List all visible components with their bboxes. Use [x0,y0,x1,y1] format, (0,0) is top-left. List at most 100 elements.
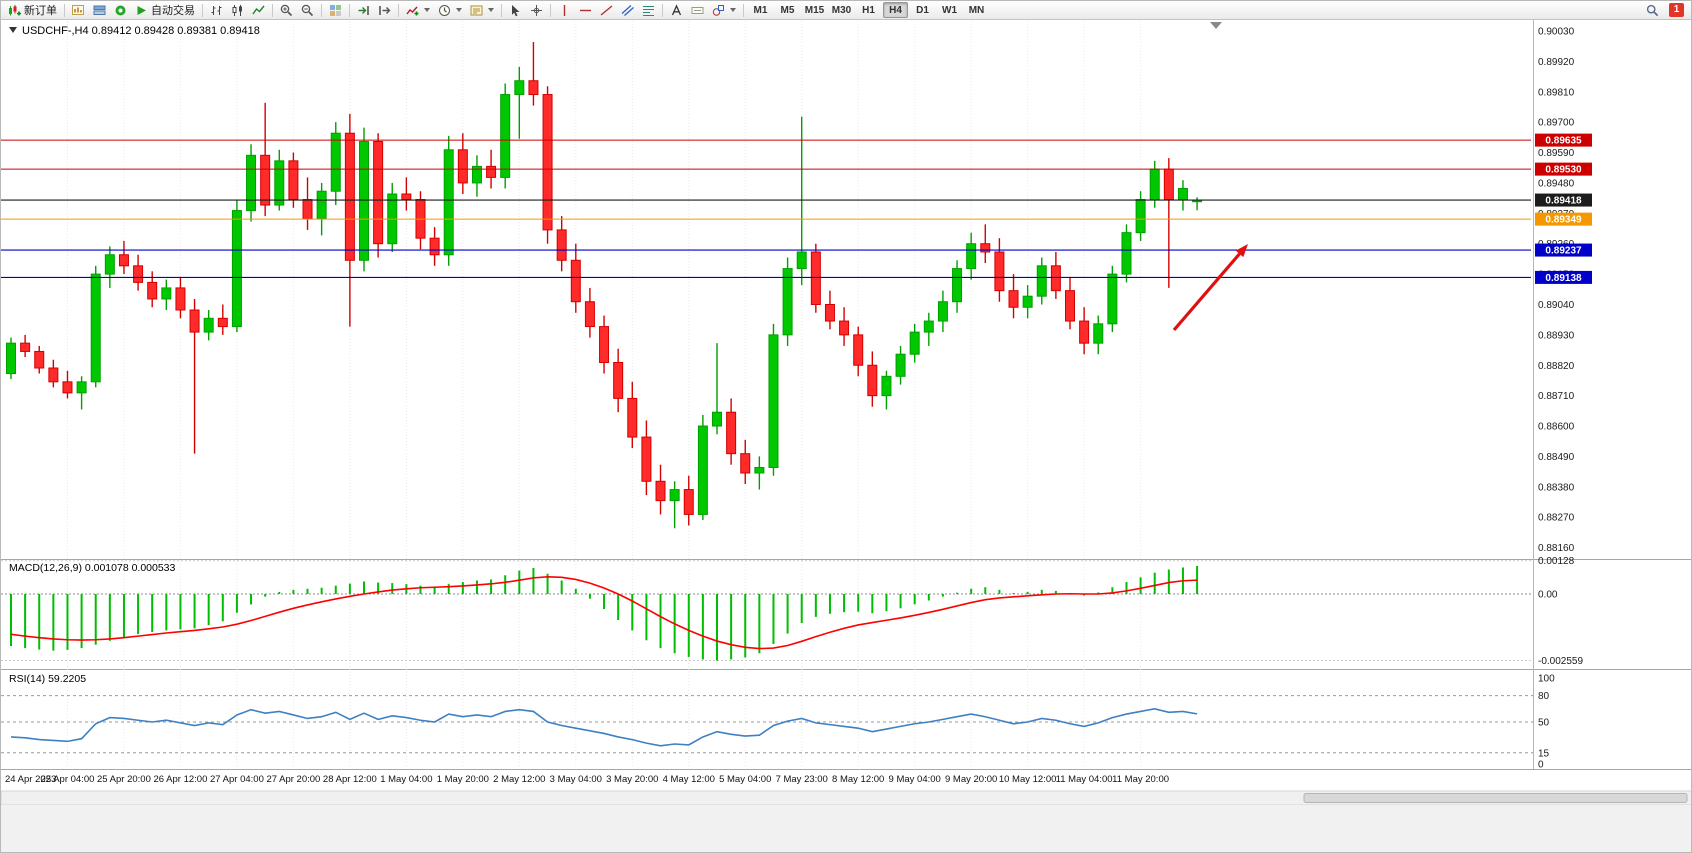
timeframe-button-h1[interactable]: H1 [856,2,881,18]
zoom-out-button[interactable] [297,2,318,19]
crosshair-icon [531,4,542,16]
line-chart-button[interactable] [248,2,269,19]
horizontal-level-lines[interactable] [1,139,1531,278]
auto-scroll-button[interactable] [353,2,374,19]
price-tag [1535,243,1592,257]
svg-text:0.89237: 0.89237 [1545,246,1582,257]
bars-chart-button[interactable] [206,2,227,19]
tile-windows-button[interactable] [325,2,346,19]
svg-text:0.89418: 0.89418 [1545,196,1582,207]
svg-text:9 May 04:00: 9 May 04:00 [889,774,941,785]
trend-arrow[interactable] [1172,244,1248,332]
indicators-button[interactable] [402,2,434,19]
toolbar-separator [272,3,273,17]
search-button[interactable] [1642,2,1663,19]
main-toolbar: 新订单 自动交易 [1,1,1691,20]
svg-text:0.00128: 0.00128 [1538,556,1575,567]
svg-text:10 May 12:00: 10 May 12:00 [999,774,1057,785]
toolbar-separator [202,3,203,17]
timeframe-button-m1[interactable]: M1 [748,2,773,18]
chart-shift-button[interactable] [374,2,395,19]
channel-button[interactable] [617,2,638,19]
text-tool-icon [671,3,682,15]
timeframe-button-w1[interactable]: W1 [937,2,962,18]
horizontal-line-button[interactable] [575,2,596,19]
svg-text:0.89480: 0.89480 [1538,178,1575,189]
svg-text:1 May 04:00: 1 May 04:00 [380,774,432,785]
svg-text:0.89530: 0.89530 [1545,165,1582,176]
svg-text:28 Apr 12:00: 28 Apr 12:00 [323,774,377,785]
svg-text:5 May 04:00: 5 May 04:00 [719,774,771,785]
templates-button[interactable] [466,2,498,19]
fibonacci-button[interactable] [638,2,659,19]
svg-text:0.89138: 0.89138 [1545,273,1582,284]
shapes-button[interactable] [708,2,740,19]
price-tag [1535,212,1592,226]
price-tag [1535,193,1592,207]
svg-text:4 May 12:00: 4 May 12:00 [663,774,715,785]
vertical-line-button[interactable] [554,2,575,19]
community-button[interactable] [110,2,131,19]
timeframe-button-h4[interactable]: H4 [883,2,908,18]
svg-text:15: 15 [1538,748,1550,759]
bars-chart-icon [211,5,222,15]
timeframe-button-mn[interactable]: MN [964,2,989,18]
svg-text:0.88600: 0.88600 [1538,422,1575,433]
cursor-arrow-icon [512,4,520,16]
toolbar-separator [321,3,322,17]
autotrading-button[interactable]: 自动交易 [131,2,199,19]
timeframe-button-m5[interactable]: M5 [775,2,800,18]
timeframe-button-m30[interactable]: M30 [829,2,854,18]
chart-title: USDCHF-,H4 0.89412 0.89428 0.89381 0.894… [9,25,260,37]
candlestick-chart-icon [232,4,242,16]
crosshair-button[interactable] [526,2,547,19]
profiles-button[interactable] [89,2,110,19]
svg-text:50: 50 [1538,718,1550,729]
text-button[interactable] [666,2,687,19]
trendline-button[interactable] [596,2,617,19]
bottom-scrollbar [1,790,1691,852]
new-chart-button[interactable] [68,2,89,19]
new-order-button[interactable]: 新订单 [4,2,61,19]
community-icon [115,5,126,15]
notification-badge[interactable]: 1 [1669,3,1684,17]
text-label-icon [691,6,704,14]
new-chart-icon [72,4,84,15]
chart-frame [1,20,1691,852]
timeframe-button-m15[interactable]: M15 [802,2,827,18]
toolbar-separator [349,3,350,17]
periods-button[interactable] [434,2,466,19]
toolbar-right-group: 1 [1642,2,1688,19]
toolbar-separator [64,3,65,17]
svg-text:0.89635: 0.89635 [1545,136,1582,147]
text-label-button[interactable] [687,2,708,19]
svg-text:0.89349: 0.89349 [1545,215,1582,226]
svg-text:3 May 04:00: 3 May 04:00 [550,774,602,785]
autotrading-label: 自动交易 [151,5,195,17]
toolbar-separator [662,3,663,17]
horizontal-line-icon [580,9,591,11]
cursor-button[interactable] [505,2,526,19]
zoom-in-icon [280,4,293,16]
timeframe-button-d1[interactable]: D1 [910,2,935,18]
svg-text:11 May 20:00: 11 May 20:00 [1112,774,1169,785]
candlestick-chart-button[interactable] [227,2,248,19]
scrollbar-thumb[interactable] [1303,793,1688,803]
zoom-in-button[interactable] [276,2,297,19]
svg-text:0.88270: 0.88270 [1538,513,1575,524]
chart-shift-marker [1210,22,1222,29]
tile-windows-icon [330,4,341,16]
svg-text:RSI(14) 59.2205: RSI(14) 59.2205 [9,673,86,685]
svg-text:0.89040: 0.89040 [1538,300,1575,311]
svg-text:0.88380: 0.88380 [1538,482,1575,493]
shapes-icon [712,4,724,16]
svg-text:USDCHF-,H4 0.89412 0.89428 0.: USDCHF-,H4 0.89412 0.89428 0.89381 0.894… [22,25,260,37]
svg-text:3 May 20:00: 3 May 20:00 [606,774,658,785]
chart-shift-icon [379,5,391,15]
channel-icon [621,4,634,16]
toolbar-separator [501,3,502,17]
periods-clock-icon [439,4,450,16]
